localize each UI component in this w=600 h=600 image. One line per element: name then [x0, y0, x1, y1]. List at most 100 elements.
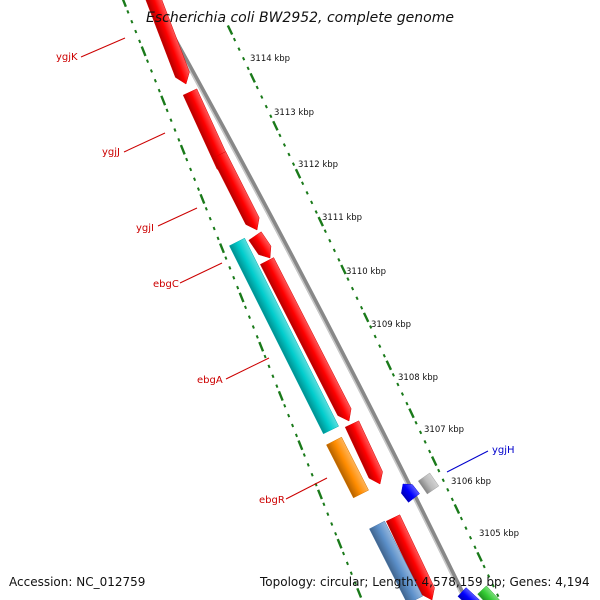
- gene-ygjK-arrow: [145, 0, 190, 85]
- tick-mark: [341, 551, 346, 556]
- tick-mark: [130, 19, 134, 24]
- tick-mark: [345, 561, 349, 566]
- tick-mark: [126, 9, 130, 14]
- tick-mark: [278, 133, 282, 138]
- genome-backbone: [149, 0, 469, 600]
- tick-mark: [189, 167, 193, 172]
- tick-mark: [430, 456, 438, 467]
- tick-mark: [236, 285, 240, 290]
- tick-mark: [160, 95, 167, 106]
- tick-mark: [356, 587, 363, 599]
- tick-mark: [260, 95, 264, 99]
- tick-mark: [149, 69, 153, 73]
- scale-tick-label: 3106 kbp: [451, 477, 491, 487]
- gene-label-ebgR: ebgR: [259, 495, 285, 506]
- tick-mark: [464, 526, 468, 531]
- gene-ebgC-red-arrow: [344, 420, 383, 485]
- tick-mark: [291, 162, 296, 166]
- tick-mark: [224, 256, 228, 260]
- tick-mark: [310, 472, 314, 477]
- leader-line-ygjI: [157, 207, 198, 227]
- tick-mark: [157, 88, 161, 93]
- leader-line-ygjK: [80, 37, 126, 58]
- tick-mark: [251, 325, 255, 329]
- gene-gray-arrow: [417, 472, 440, 495]
- gene-label-ygjH: ygjH: [492, 445, 515, 456]
- scale-tick-label: 3114 kbp: [250, 54, 290, 64]
- scale-tick-label: 3107 kbp: [424, 425, 464, 435]
- tick-mark: [271, 374, 275, 379]
- tick-mark: [283, 403, 287, 408]
- tick-mark: [212, 226, 216, 231]
- scale-tick-label: 3110 kbp: [346, 267, 386, 277]
- tick-mark: [491, 583, 495, 588]
- tick-mark: [317, 216, 324, 227]
- tick-mark: [346, 277, 350, 281]
- tick-mark: [173, 128, 177, 132]
- tick-mark: [232, 275, 236, 280]
- tick-mark: [476, 551, 483, 562]
- tick-mark: [334, 531, 338, 536]
- tick-mark: [400, 392, 405, 396]
- tick-mark: [153, 78, 157, 83]
- gene-ygjI2-arrow: [248, 231, 272, 259]
- gene-green-bottom-arrow: [477, 585, 500, 600]
- tick-mark: [264, 104, 268, 109]
- tick-mark: [360, 305, 364, 310]
- tick-mark: [247, 315, 251, 320]
- tick-mark: [423, 440, 427, 444]
- tick-mark: [337, 258, 341, 262]
- leader-line-ygjH: [446, 450, 489, 473]
- tick-mark: [165, 108, 169, 113]
- tick-mark: [306, 463, 310, 467]
- tick-mark: [391, 372, 395, 377]
- tick-mark: [418, 430, 423, 435]
- tick-mark: [468, 535, 473, 540]
- tick-mark: [193, 177, 197, 182]
- tick-mark: [323, 229, 327, 234]
- gene-label-ygjK: ygjK: [56, 52, 78, 63]
- tick-mark: [277, 390, 284, 402]
- tick-mark: [302, 453, 306, 457]
- tick-mark: [355, 296, 359, 301]
- gene-label-ygjI: ygjI: [136, 223, 154, 234]
- scale-tick-label: 3109 kbp: [371, 320, 411, 330]
- scale-tick-label: 3108 kbp: [398, 373, 438, 383]
- gene-ebgC-arrow: [229, 237, 339, 435]
- scale-tick-label: 3112 kbp: [298, 160, 338, 170]
- tick-mark: [330, 522, 334, 526]
- leader-line-ebgC: [179, 262, 223, 284]
- tick-mark: [185, 157, 189, 162]
- tick-mark: [340, 264, 347, 275]
- tick-mark: [263, 354, 267, 359]
- scale-tick-label: 3111 kbp: [322, 213, 362, 223]
- tick-mark: [138, 39, 142, 44]
- tick-mark: [199, 193, 206, 205]
- scale-tick-label: 3105 kbp: [479, 529, 519, 539]
- tick-mark: [496, 593, 500, 598]
- tick-mark: [326, 512, 330, 516]
- tick-mark: [269, 114, 273, 119]
- tick-mark: [353, 581, 357, 585]
- tick-mark: [297, 440, 304, 451]
- tick-mark: [473, 545, 477, 550]
- tick-mark: [317, 489, 323, 500]
- gene-ygjI-arrow: [211, 151, 260, 231]
- tick-mark: [362, 312, 370, 323]
- tick-mark: [255, 85, 259, 90]
- gene-label-ygjJ: ygjJ: [102, 147, 120, 158]
- gene-ebgR-arrow: [326, 436, 369, 499]
- tick-mark: [121, 0, 127, 8]
- tick-mark: [294, 433, 298, 438]
- tick-mark: [179, 144, 186, 155]
- tick-mark: [258, 341, 265, 352]
- tick-mark: [255, 334, 259, 339]
- tick-mark: [228, 266, 232, 270]
- tick-mark: [140, 46, 147, 57]
- tick-mark: [453, 503, 461, 515]
- tick-mark: [305, 190, 309, 195]
- tick-mark: [385, 360, 393, 371]
- tick-mark: [301, 181, 305, 186]
- leader-line-ebgR: [285, 477, 328, 500]
